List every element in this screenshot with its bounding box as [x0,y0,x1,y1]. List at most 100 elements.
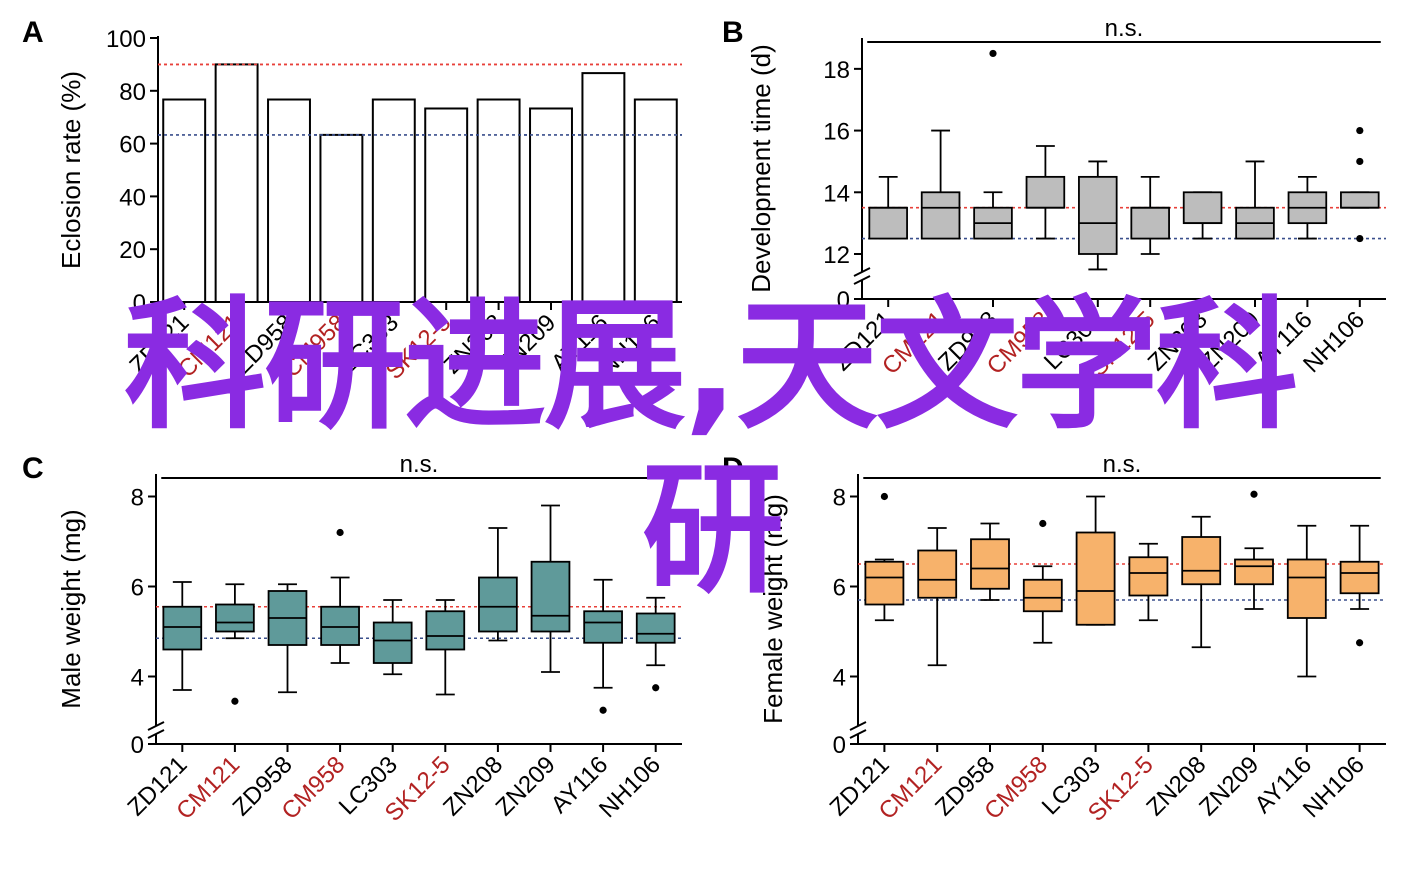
y-tick-label: 8 [833,485,846,512]
significance-label: n.s. [1105,15,1144,42]
x-tick-label: ZN208 [438,751,508,821]
box [635,612,676,644]
box-ay116 [1286,524,1327,678]
box [920,191,961,240]
box-cm958 [320,528,360,664]
box [1078,175,1118,255]
significance-label: n.s. [400,451,439,478]
axis-break-mark [147,721,165,731]
axis-break-mark [853,275,871,285]
outlier-point [231,697,239,705]
bar [424,107,469,303]
outlier-point [880,492,889,501]
x-tick-label: ZN209 [1194,751,1264,821]
box-zd121 [864,492,905,622]
box-zn208 [478,527,518,642]
box-zd121 [868,175,908,240]
box [1128,556,1169,597]
bar [476,98,521,304]
y-tick-label: 18 [823,57,850,84]
box-zn208 [1181,515,1222,649]
outlier-point [1250,490,1258,498]
box [864,560,905,606]
outlier-point [1356,157,1364,166]
x-tick-label: ZN208 [1143,306,1213,376]
y-tick-label: 0 [837,287,850,314]
box [215,603,255,633]
x-tick-label: ZN209 [491,309,561,379]
outlier-point [1356,234,1364,243]
box-zd958 [973,49,1013,240]
box-sk12-5 [425,599,466,696]
bar [162,98,207,304]
panel-letter: A [22,16,44,49]
y-axis-label: Female weight (mg) [758,494,788,724]
box [1340,191,1380,209]
box [583,610,623,644]
outlier-point [599,706,607,714]
bar [581,72,626,303]
panel-letter: D [722,452,744,485]
box-cm958 [1025,145,1066,240]
box-zn209 [1235,160,1275,240]
y-tick-label: 6 [131,575,144,602]
box [1181,536,1222,586]
box [372,621,413,664]
box-lc303 [1075,495,1116,626]
outlier-point [652,684,660,692]
box [1022,578,1063,613]
box-zn209 [530,504,571,673]
y-tick-label: 60 [119,132,146,159]
axis-break-mark [849,721,867,731]
box-nh106 [1340,126,1380,243]
y-tick-label: 4 [131,665,144,692]
box [1286,558,1327,619]
axis-break-mark [853,267,871,277]
panel-letter: C [22,452,44,485]
box-nh106 [1339,524,1380,647]
x-tick-label: ZN208 [1141,751,1211,821]
bar [214,63,259,304]
box [1339,560,1380,595]
box [320,605,360,646]
box-zd958 [970,522,1010,601]
box-cm121 [920,129,961,240]
y-tick-label: 16 [823,119,850,146]
outlier-point [336,528,344,537]
outlier-point [1356,126,1364,135]
outlier-point [1356,639,1364,647]
box [917,549,958,599]
y-tick-label: 6 [833,575,846,602]
box-lc303 [372,599,413,676]
box-cm958 [1022,519,1063,644]
bar [371,98,416,304]
box-sk12-5 [1130,175,1170,255]
x-tick-label: ZN209 [491,751,561,821]
box [425,610,466,651]
axis-break-mark [849,729,867,739]
box-sk12-5 [1128,542,1169,622]
box [478,576,518,633]
bar [633,98,678,304]
box-lc303 [1078,160,1118,271]
box [530,560,571,633]
box-ay116 [583,578,623,714]
box [1025,175,1066,209]
y-tick-label: 20 [119,237,146,264]
y-tick-label: 4 [833,665,846,692]
bar [529,107,573,303]
box-zn209 [1234,490,1274,610]
y-tick-label: 100 [106,26,146,53]
box-zd958 [267,583,308,694]
bar [319,133,364,303]
significance-label: n.s. [1103,451,1142,478]
y-tick-label: 0 [133,290,146,317]
box-nh106 [635,596,676,692]
y-tick-label: 0 [131,732,144,759]
x-tick-label: ZN209 [1195,306,1265,376]
